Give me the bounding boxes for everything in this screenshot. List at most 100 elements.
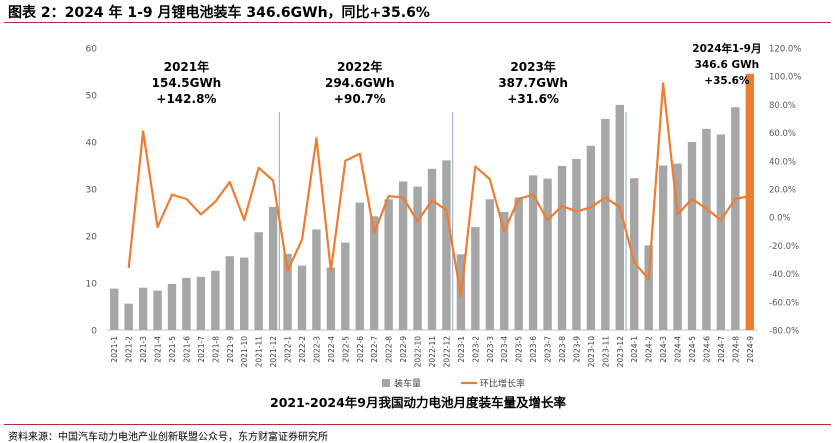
bar [312,229,321,330]
left-axis-tick-label: 10 [86,280,98,290]
bar [514,197,523,330]
x-tick-label: 2023-12 [616,336,625,368]
right-axis-tick-label: 40.0% [769,157,796,167]
x-tick-label: 2021-5 [168,336,177,363]
bar [167,283,177,330]
annotation-text: 387.7GWh [498,76,568,90]
bar [557,165,567,330]
x-tick-label: 2023-4 [500,336,509,363]
bar [138,287,148,330]
x-tick-label: 2021-3 [139,336,148,363]
right-axis-tick-label: 120.0% [769,45,801,55]
right-axis-tick-label: -40.0% [769,270,799,280]
growth-rate-line [127,82,750,298]
bar [341,242,350,330]
x-tick-label: 2024-1 [630,336,639,363]
x-tick-label: 2023-1 [457,336,466,363]
figure-title: 图表 2：2024 年 1-9 月锂电池装车 346.6GWh，同比+35.6% [8,5,430,21]
x-tick-label: 2021-9 [226,336,235,363]
x-tick-label: 2022-1 [284,336,293,363]
legend-label: 装车量 [394,378,421,390]
x-tick-label: 2023-2 [471,336,480,363]
x-tick-label: 2023-5 [515,336,524,363]
right-axis-tick-label: 60.0% [769,129,796,139]
bar [413,186,422,330]
right-axis-tick-label: 100.0% [769,73,801,83]
annotation-text: 2021年 [164,59,209,74]
left-axis-tick-label: 30 [86,186,98,196]
title-rule [4,22,831,23]
x-tick-label: 2022-12 [442,336,451,368]
annotation-text: +90.7% [334,92,386,106]
bar [283,253,292,330]
annotation-text: +35.6% [704,75,750,87]
bar [745,73,754,330]
bar [601,118,610,330]
x-tick-label: 2021-1 [110,336,119,363]
bar [702,128,711,330]
x-tick-label: 2021-2 [125,336,134,363]
legend-label: 环比增长率 [480,378,525,390]
right-axis-tick-label: 20.0% [769,186,796,196]
x-tick-label: 2021-8 [211,336,220,363]
x-tick-label: 2023-10 [587,336,596,368]
bar [716,134,726,330]
bar [240,257,249,330]
bar [427,168,437,330]
x-tick-label: 2023-9 [572,336,581,363]
left-axis-tick-label: 40 [86,139,98,149]
bar [543,178,552,330]
x-tick-label: 2024-4 [674,336,683,363]
right-axis-tick-label: -60.0% [769,298,799,308]
bar [297,265,307,330]
right-axis-tick-label: -80.0% [769,327,799,337]
annotation-text: +142.8% [156,92,216,106]
x-tick-label: 2024-7 [717,336,726,363]
bar [572,158,581,330]
left-axis-tick-label: 20 [86,233,98,243]
x-tick-label: 2023-6 [529,336,538,363]
x-tick-label: 2022-5 [341,336,350,363]
bar [442,160,451,330]
x-tick-label: 2022-7 [370,336,379,363]
bar [268,206,278,330]
bar [225,256,234,330]
x-tick-label: 2022-4 [327,336,336,363]
bar [471,227,480,330]
x-tick-label: 2023-3 [486,336,495,363]
bar [528,175,538,330]
x-tick-label: 2024-5 [688,336,697,363]
annotation-text: 2023年 [510,59,555,74]
bar [644,245,653,330]
right-axis-tick-label: 0.0% [769,214,791,224]
bar [153,290,162,330]
right-axis-tick-label: 80.0% [769,101,796,111]
x-tick-label: 2021-12 [269,336,278,368]
x-tick-label: 2023-11 [601,336,610,368]
bar [485,199,494,330]
bar [586,145,596,330]
bar [673,163,682,330]
bar [370,216,379,330]
annotation-text: 294.6GWh [325,76,395,90]
x-tick-label: 2024-9 [746,336,755,363]
x-tick-label: 2024-6 [702,336,711,363]
bar [384,199,393,330]
bar [355,202,364,330]
right-axis-tick-label: -20.0% [769,242,799,252]
bar [658,165,668,330]
bar [254,232,263,330]
left-axis-tick-label: 0 [91,327,97,337]
bar [326,267,336,330]
annotation-text: +31.6% [507,92,559,106]
bar [196,276,206,330]
x-tick-label: 2021-4 [154,336,163,363]
source-rule [4,424,831,425]
x-tick-label: 2021-10 [240,336,249,368]
bar [500,212,509,330]
x-tick-label: 2023-7 [544,336,553,363]
x-tick-label: 2024-3 [659,336,668,363]
bar [182,277,191,330]
x-tick-label: 2021-7 [197,336,206,363]
